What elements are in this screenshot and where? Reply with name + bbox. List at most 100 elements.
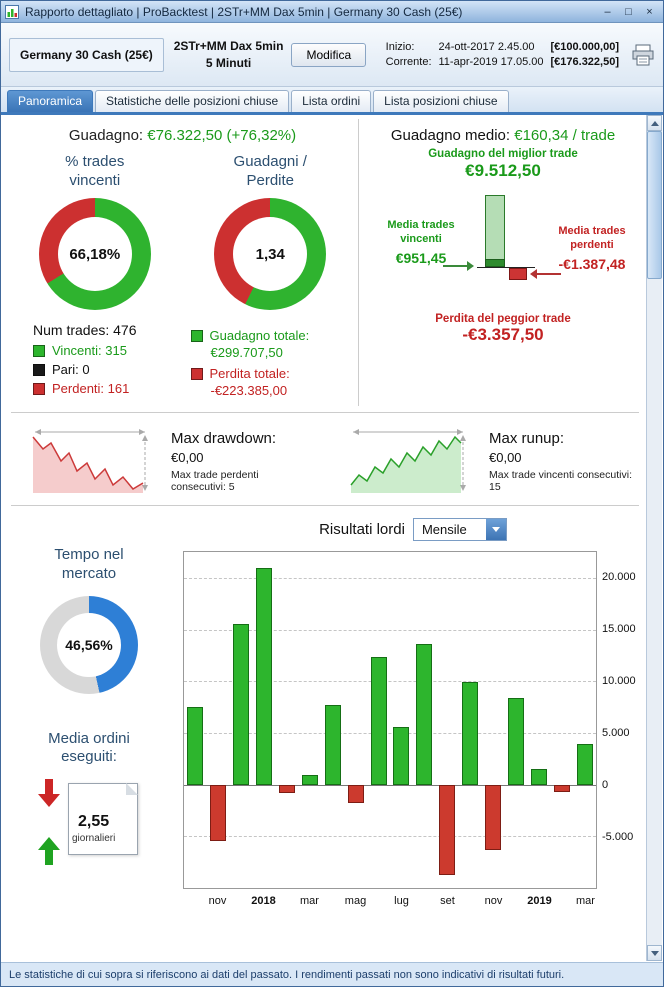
mini-bars [477, 183, 535, 303]
chart-bar-lug-2018 [393, 726, 410, 785]
chart-bar-mag-2018 [347, 784, 364, 804]
current-capital: [€176.322,50] [550, 56, 620, 68]
tab-lista-ordini[interactable]: Lista ordini [291, 90, 372, 112]
avg-orders-value: 2,55 [78, 813, 110, 830]
gain-loss-donut-chart: 1,34 [214, 198, 327, 310]
mini-baseline [477, 267, 535, 268]
current-label: Corrente: [385, 56, 432, 68]
chart-bar-ago-2018 [416, 644, 433, 785]
time-in-market-title: Tempo nel mercato [54, 546, 124, 582]
scroll-down-button[interactable] [647, 945, 662, 961]
titlebar[interactable]: Rapporto dettagliato | ProBacktest | 2ST… [1, 1, 663, 23]
start-label: Inizio: [385, 41, 415, 53]
legend-pari: Pari: 0 [52, 362, 90, 377]
minimize-button[interactable]: – [604, 5, 611, 18]
chart-bar-gen-2018 [256, 567, 273, 785]
chart-bar-gen-2019 [530, 769, 547, 785]
drawdown-block: Max drawdown: €0,00 Max trade perdenti c… [7, 427, 325, 493]
loss-legend-swatch [33, 382, 45, 395]
tab-panoramica[interactable]: Panoramica [7, 90, 94, 112]
current-datetime: 11-apr-2019 17.05.00 [438, 56, 544, 68]
chart-bar-feb-2018 [278, 784, 295, 793]
panoramica-panel: Guadagno: €76.322,50 (+76,32%) % trades … [1, 115, 663, 962]
avg-trades-mini-chart: Media trades vincenti €951,45 Media trad… [363, 183, 643, 311]
app-icon [5, 4, 19, 19]
window-title: Rapporto dettagliato | ProBacktest | 2ST… [25, 4, 463, 19]
worst-trade-label: Perdita del peggior trade [435, 313, 571, 325]
trades-stats: Num trades: 476 Vincenti: 315 Pari: 0 Pe… [33, 322, 137, 400]
disclaimer-text: Le statistiche di cui sopra si riferisco… [9, 968, 565, 981]
chart-bar-mar-2019 [576, 744, 593, 785]
period-selected: Mensile [421, 522, 467, 537]
period-dropdown[interactable]: Mensile [412, 518, 507, 541]
gridline [184, 629, 596, 631]
print-icon[interactable] [631, 44, 655, 66]
runup-block: Max runup: €0,00 Max trade vincenti cons… [325, 427, 643, 493]
results-plot [183, 551, 597, 889]
chart-bar-dic-2018 [507, 697, 524, 785]
avg-win-label: Media trades vincenti [387, 219, 455, 245]
chevron-down-icon[interactable] [485, 519, 506, 540]
divider [11, 412, 639, 413]
max-drawdown-value: €0,00 [171, 450, 204, 465]
system-name: 2STr+MM Dax 5min [173, 39, 284, 54]
scrollbar-thumb[interactable] [647, 131, 662, 279]
avg-win-bar [485, 259, 505, 267]
y-axis-label: -5.000 [602, 831, 634, 843]
scrollbar-track[interactable] [647, 131, 662, 945]
modify-button[interactable]: Modifica [291, 42, 367, 67]
time-in-market-donut: 46,56% [40, 595, 138, 694]
avg-win-value: €951,45 [395, 249, 447, 266]
scroll-up-button[interactable] [647, 115, 662, 131]
system-timeframe: 5 Minuti [205, 55, 252, 70]
max-consecutive-losses: Max trade perdenti consecutivi: 5 [171, 469, 259, 493]
sell-arrow-icon [38, 779, 60, 807]
tab-statistiche-posizioni-chiuse[interactable]: Statistiche delle posizioni chiuse [95, 90, 290, 112]
avg-loss-label: Media trades perdenti [558, 225, 626, 251]
y-axis-label: 10.000 [602, 675, 636, 687]
chart-bar-set-2018 [439, 784, 456, 875]
divider [11, 505, 639, 506]
y-axis-label: 5.000 [602, 727, 630, 739]
close-button[interactable]: × [646, 5, 653, 18]
num-trades: Num trades: 476 [33, 322, 137, 338]
total-gain-label: Guadagno totale: [209, 328, 310, 343]
ratio-value: 1,34 [255, 245, 285, 263]
best-trade-value: €9.512,50 [465, 161, 541, 180]
avg-loss-arrow [530, 269, 561, 279]
buy-arrow-icon [38, 837, 60, 865]
x-axis-label: 2019 [527, 895, 552, 907]
max-runup-value: €0,00 [489, 450, 522, 465]
maximize-button[interactable]: □ [625, 5, 632, 18]
winrate-value: 66,18% [69, 245, 121, 263]
tab-lista-posizioni-chiuse[interactable]: Lista posizioni chiuse [373, 90, 509, 112]
max-consecutive-wins: Max trade vincenti consecutivi: 15 [489, 469, 632, 493]
ratio-title: Guadagni / Perdite [233, 153, 307, 189]
x-axis-label: nov [484, 895, 503, 907]
vertical-scrollbar[interactable] [646, 115, 662, 961]
max-runup-label: Max runup: [489, 430, 565, 447]
total-loss-value: -€223.385,00 [210, 383, 288, 398]
chart-bar-apr-2018 [324, 705, 341, 785]
win-legend-swatch [33, 344, 45, 357]
gain-summary-section: Guadagno: €76.322,50 (+76,32%) % trades … [7, 119, 359, 406]
instrument-box: Germany 30 Cash (25€) [9, 37, 164, 72]
chart-bar-feb-2019 [553, 784, 570, 792]
winrate-donut-chart: 66,18% [38, 198, 151, 310]
total-gain-swatch [190, 329, 203, 342]
avg-win-arrow [443, 261, 474, 271]
y-axis-label: 0 [602, 778, 609, 791]
totals-block: Guadagno totale: €299.707,50 Perdita tot… [190, 322, 310, 398]
x-axis-label: lug [394, 895, 409, 907]
period-dates: Inizio: 24-ott-2017 2.45.00 [€100.000,00… [386, 41, 619, 68]
average-trade-section: Guadagno medio: €160,34 / trade Guadagno… [359, 119, 643, 406]
gain-value: €76.322,50 (+76,32%) [147, 127, 297, 144]
gridline [184, 836, 596, 838]
start-capital: [€100.000,00] [550, 41, 620, 53]
chart-bar-ott-2017 [187, 707, 204, 785]
x-axis-label: set [440, 895, 455, 907]
drawdown-sparkline [32, 429, 148, 493]
results-title: Risultati lordi [319, 521, 405, 538]
x-axis-label: 2018 [251, 895, 276, 907]
